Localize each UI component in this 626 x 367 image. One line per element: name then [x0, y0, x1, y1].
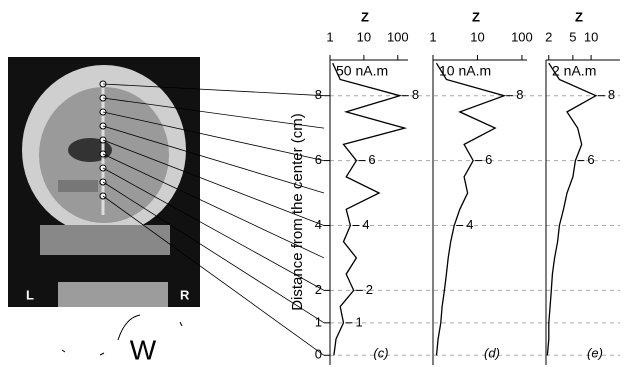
right-label: R: [180, 287, 190, 302]
x-tick-label: 100: [387, 29, 409, 44]
x-tick-label: 100: [511, 29, 533, 44]
x-tick-label: 10: [357, 29, 371, 44]
profile-line: [437, 63, 505, 355]
y-axis-label: Distance from the center (cm): [289, 113, 306, 311]
y-tick-label: 2: [315, 282, 322, 297]
peak-label: 6: [587, 152, 594, 167]
panel-title: 2 nA.m: [552, 63, 596, 79]
peak-label: 4: [466, 217, 473, 232]
y-tick-label: 0: [315, 347, 322, 362]
panel-label: (c): [373, 345, 388, 360]
y-tick-label: 1: [315, 314, 322, 329]
x-tick-label: 1: [429, 29, 436, 44]
peak-label: 4: [362, 217, 369, 232]
x-axis-label: Z: [472, 9, 480, 24]
panel-label: (e): [587, 345, 603, 360]
peak-label: 1: [355, 314, 362, 329]
peak-label: 6: [485, 152, 492, 167]
w-label: W: [130, 334, 157, 365]
profile-line: [547, 63, 596, 355]
panel-label: (d): [484, 345, 500, 360]
peak-label: 8: [412, 87, 419, 102]
peak-label: 8: [608, 87, 615, 102]
panel-title: 50 nA.m: [336, 63, 388, 79]
x-tick-label: 10: [470, 29, 484, 44]
peak-label: 6: [368, 152, 375, 167]
figure: L R W 0 1 2 4 6 8 Distance from the center (cm…: [0, 0, 626, 367]
profile-line: [333, 63, 405, 355]
x-axis-label: Z: [575, 9, 583, 24]
x-tick-label: 10: [584, 29, 598, 44]
panel-title: 10 nA.m: [439, 63, 491, 79]
x-tick-label: 2: [545, 29, 552, 44]
y-tick-label: 8: [315, 87, 322, 102]
y-tick-label: 6: [315, 152, 322, 167]
sketch: [62, 315, 182, 355]
x-axis-label: Z: [361, 9, 369, 24]
peak-label: 8: [516, 87, 523, 102]
x-tick-label: 1: [326, 29, 333, 44]
left-label: L: [26, 287, 34, 302]
peak-label: 2: [366, 282, 373, 297]
y-tick-label: 4: [315, 217, 322, 232]
x-tick-label: 5: [569, 29, 576, 44]
